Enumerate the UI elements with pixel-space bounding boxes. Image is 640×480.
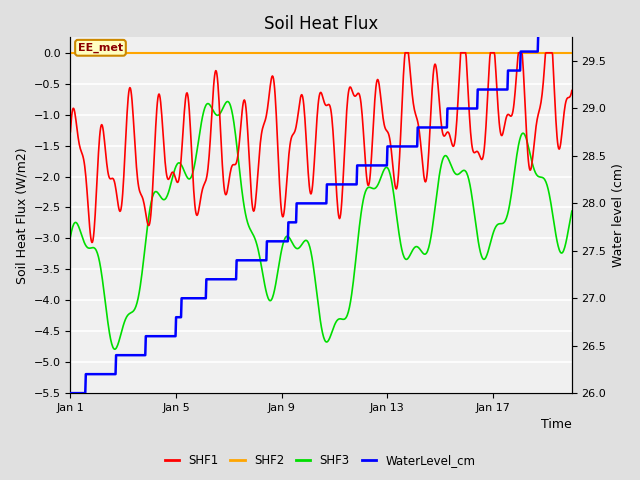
Legend: SHF1, SHF2, SHF3, WaterLevel_cm: SHF1, SHF2, SHF3, WaterLevel_cm	[160, 449, 480, 472]
Y-axis label: Soil Heat Flux (W/m2): Soil Heat Flux (W/m2)	[15, 147, 28, 284]
Title: Soil Heat Flux: Soil Heat Flux	[264, 15, 378, 33]
X-axis label: Time: Time	[541, 419, 572, 432]
Text: EE_met: EE_met	[78, 43, 123, 53]
Y-axis label: Water level (cm): Water level (cm)	[612, 163, 625, 267]
